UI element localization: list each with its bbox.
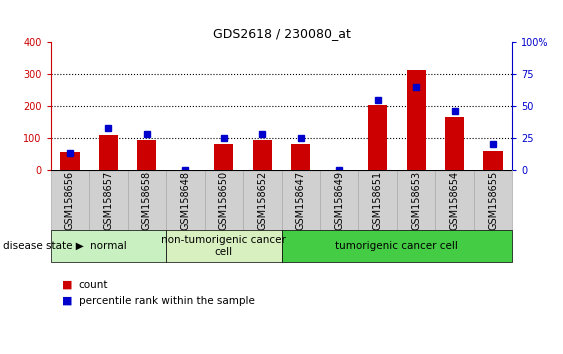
Bar <box>166 170 204 230</box>
Text: disease state ▶: disease state ▶ <box>3 241 83 251</box>
Bar <box>99 135 118 170</box>
Text: GSM158650: GSM158650 <box>219 170 229 230</box>
Text: GSM158652: GSM158652 <box>257 170 267 230</box>
Bar <box>253 139 272 170</box>
Text: GSM158655: GSM158655 <box>488 170 498 230</box>
Bar <box>128 170 166 230</box>
Text: GSM158654: GSM158654 <box>450 170 459 230</box>
Text: GSM158653: GSM158653 <box>411 170 421 230</box>
Bar <box>445 118 464 170</box>
Text: percentile rank within the sample: percentile rank within the sample <box>79 296 254 306</box>
Text: GSM158651: GSM158651 <box>373 170 383 230</box>
Text: ■: ■ <box>62 296 73 306</box>
Bar <box>291 144 310 170</box>
Bar <box>359 170 397 230</box>
Text: GSM158648: GSM158648 <box>180 171 190 229</box>
Bar <box>397 170 435 230</box>
Text: non-tumorigenic cancer
cell: non-tumorigenic cancer cell <box>162 235 286 257</box>
Title: GDS2618 / 230080_at: GDS2618 / 230080_at <box>213 27 350 40</box>
Bar <box>435 170 474 230</box>
Bar <box>368 105 387 170</box>
Bar <box>137 139 157 170</box>
Bar <box>406 70 426 170</box>
Text: count: count <box>79 280 108 290</box>
Text: GSM158657: GSM158657 <box>104 170 113 230</box>
Text: GSM158649: GSM158649 <box>334 171 344 229</box>
Bar <box>320 170 359 230</box>
Text: tumorigenic cancer cell: tumorigenic cancer cell <box>336 241 458 251</box>
Bar <box>214 144 234 170</box>
Text: normal: normal <box>90 241 127 251</box>
Bar <box>484 151 503 170</box>
Bar <box>474 170 512 230</box>
Bar <box>204 170 243 230</box>
Text: ■: ■ <box>62 280 73 290</box>
Bar <box>51 230 166 262</box>
Bar <box>51 170 89 230</box>
Bar <box>243 170 282 230</box>
Bar <box>89 170 128 230</box>
Bar <box>166 230 282 262</box>
Text: GSM158656: GSM158656 <box>65 170 75 230</box>
Bar <box>282 170 320 230</box>
Bar <box>282 230 512 262</box>
Text: GSM158658: GSM158658 <box>142 170 152 230</box>
Text: GSM158647: GSM158647 <box>296 170 306 230</box>
Bar <box>60 152 79 170</box>
